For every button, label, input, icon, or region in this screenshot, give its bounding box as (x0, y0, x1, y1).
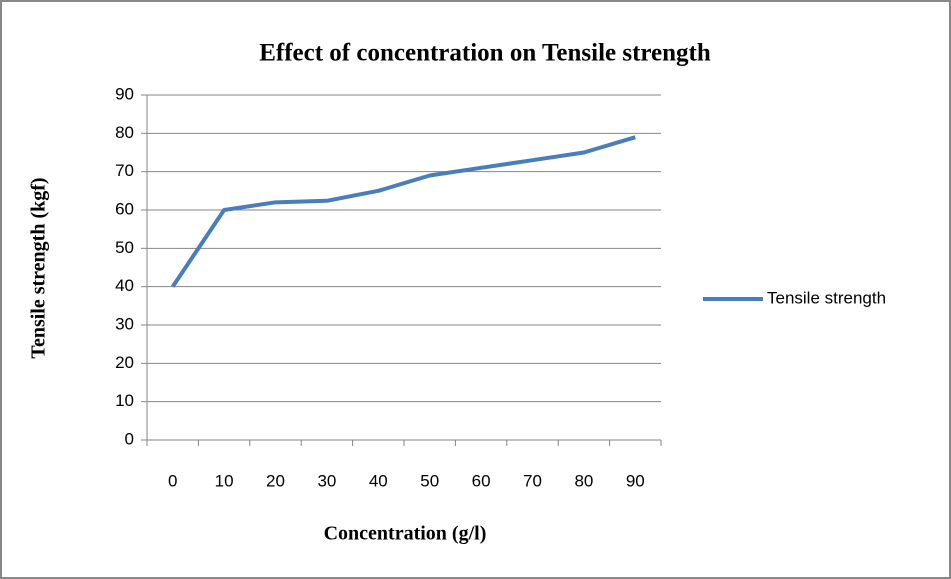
y-tick-label: 70 (115, 161, 134, 180)
y-tick-label: 40 (115, 276, 134, 295)
x-tick-label: 70 (523, 471, 542, 490)
x-tick-label: 80 (574, 471, 593, 490)
x-tick-label: 40 (369, 471, 388, 490)
chart-title: Effect of concentration on Tensile stren… (259, 40, 711, 67)
data-line (171, 135, 636, 288)
x-axis-label: Concentration (g/l) (324, 523, 487, 545)
x-tick-label: 10 (215, 471, 234, 490)
y-tick-label: 20 (115, 353, 134, 372)
y-tick-label: 50 (115, 238, 134, 257)
y-tick-label: 80 (115, 123, 134, 142)
y-tick-label: 30 (115, 314, 134, 333)
x-tick-label: 50 (420, 471, 439, 490)
x-tick-label: 60 (472, 471, 491, 490)
x-tick-label: 90 (626, 471, 645, 490)
x-tick-label: 0 (168, 471, 177, 490)
y-tick-label: 10 (115, 391, 134, 410)
legend-label: Tensile strength (767, 288, 886, 307)
x-tick-label: 20 (266, 471, 285, 490)
y-axis-label: Tensile strength (kgf) (28, 177, 50, 358)
y-tick-label: 60 (115, 199, 134, 218)
y-tick-label: 90 (115, 84, 134, 103)
x-tick-label: 30 (317, 471, 336, 490)
y-tick-label: 0 (125, 429, 134, 448)
